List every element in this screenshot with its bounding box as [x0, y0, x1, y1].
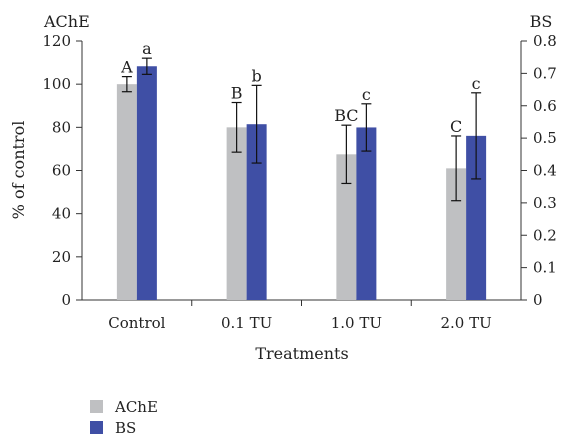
- x-axis-title: Treatments: [255, 344, 348, 363]
- axes: 0 20 40 60 80 100 120 0 0.1 0.2 0.3 0.4 0.5 0.6 0.7 0.8…: [42, 32, 557, 332]
- y-left-tick-label: 20: [52, 248, 71, 266]
- y-right-tick-label: 0.5: [533, 129, 557, 147]
- right-axis-series-label: BS: [530, 12, 553, 31]
- bar-bs: [466, 135, 487, 300]
- y-right-tick-label: 0.7: [533, 64, 557, 82]
- left-axis-series-label: AChE: [43, 12, 90, 31]
- y-right-tick-label: 0: [533, 291, 543, 309]
- bar-ache: [116, 84, 137, 301]
- y-left-tick-label: 0: [61, 291, 71, 309]
- x-tick-label: 2.0 TU: [440, 314, 491, 332]
- legend-label-ache: AChE: [114, 398, 158, 416]
- y-right-tick-label: 0.1: [533, 259, 557, 277]
- legend-swatch-bs: [90, 421, 103, 434]
- bar-bs: [136, 66, 157, 300]
- y-left-tick-label: 80: [52, 118, 71, 136]
- significance-letter-bs: c: [362, 85, 371, 104]
- bar-bs: [246, 124, 267, 300]
- significance-letter-ache: C: [450, 117, 462, 136]
- y-left-tick-label: 100: [42, 75, 71, 93]
- y-axis-title: % of control: [9, 121, 28, 220]
- significance-letter-bs: a: [142, 39, 152, 58]
- y-left-tick-label: 60: [52, 162, 71, 180]
- y-right-tick-label: 0.4: [533, 162, 557, 180]
- y-right-tick-label: 0.8: [533, 32, 557, 50]
- significance-letter-ache: B: [231, 84, 243, 103]
- y-left-tick-label: 120: [42, 32, 71, 50]
- y-right-tick-label: 0.2: [533, 226, 557, 244]
- legend-label-bs: BS: [115, 419, 136, 437]
- bar-ache: [336, 154, 357, 300]
- y-right-tick-label: 0.3: [533, 194, 557, 212]
- x-tick-label: 1.0 TU: [331, 314, 382, 332]
- significance-letter-bs: b: [252, 66, 262, 85]
- x-tick-label: Control: [108, 314, 165, 332]
- legend-swatch-ache: [90, 400, 103, 413]
- significance-letter-bs: c: [472, 74, 481, 93]
- significance-letter-ache: BC: [334, 106, 358, 125]
- significance-letter-ache: A: [120, 58, 133, 77]
- legend: AChE BS: [90, 398, 158, 437]
- x-tick-label: 0.1 TU: [221, 314, 272, 332]
- bar-bs: [356, 127, 377, 300]
- bar-ache: [226, 127, 247, 300]
- y-right-tick-label: 0.6: [533, 97, 557, 115]
- y-left-tick-label: 40: [52, 205, 71, 223]
